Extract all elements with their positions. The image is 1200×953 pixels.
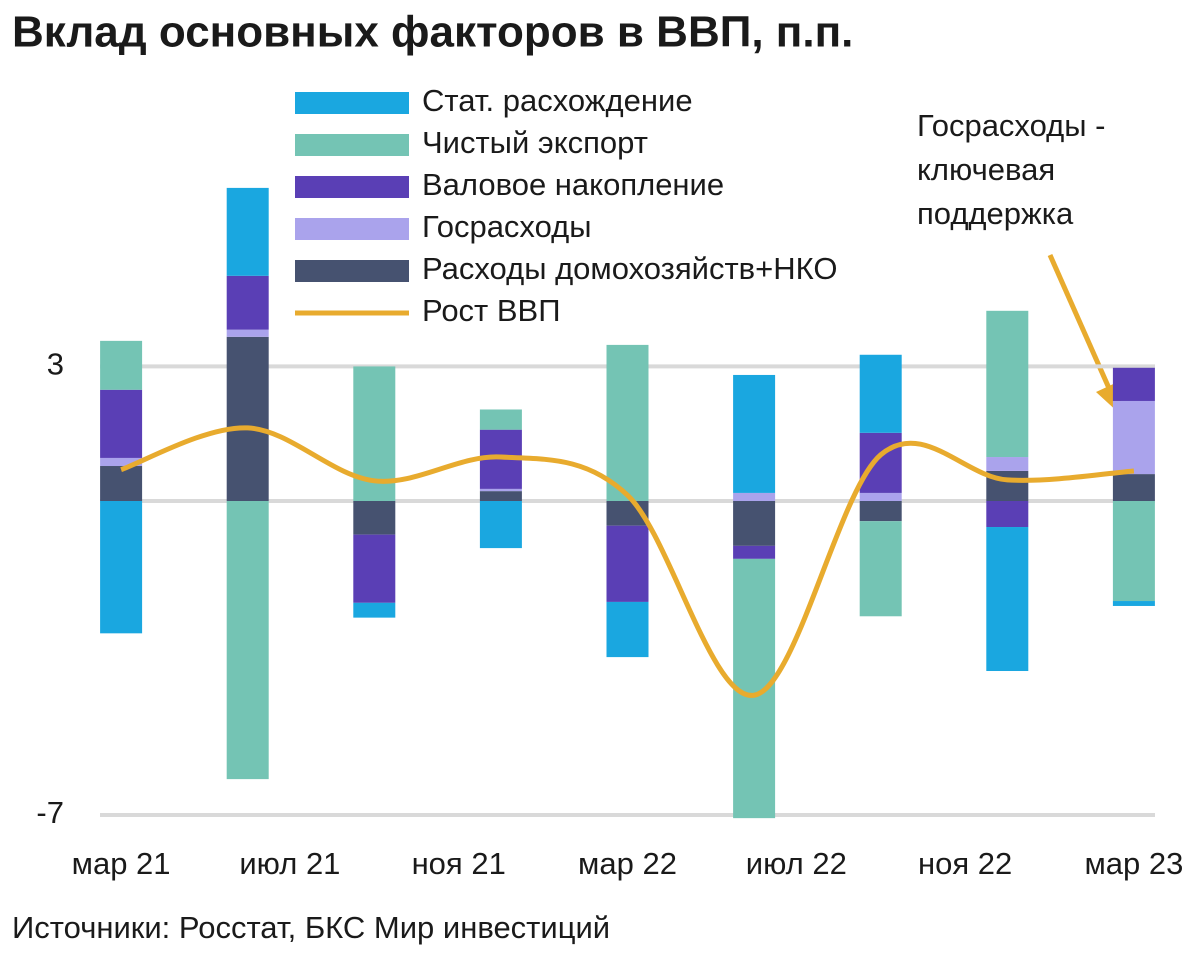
bar-segment [353, 501, 396, 535]
bar-segment [353, 534, 396, 603]
bar-segment [859, 501, 902, 522]
annotation: ключевая [917, 152, 1055, 187]
bar-segment [479, 488, 522, 492]
x-tick-label: ноя 21 [412, 846, 506, 881]
x-tick-label: ноя 22 [918, 846, 1012, 881]
legend-label: Валовое накопление [422, 167, 724, 202]
bar-segment [733, 374, 776, 493]
bar-segment [1112, 601, 1155, 606]
bar-segment [1112, 474, 1155, 501]
x-tick-label: июл 22 [746, 846, 847, 881]
bar-segment [226, 501, 269, 780]
bar-segment [226, 329, 269, 337]
bar-segment [1112, 400, 1155, 475]
bar-segment [353, 602, 396, 618]
bar-segment [859, 354, 902, 433]
bar-segment [859, 492, 902, 501]
bar-segment [859, 432, 902, 493]
bar-segment [986, 527, 1029, 672]
legend-label: Госрасходы [422, 209, 592, 244]
bar-segment [100, 466, 143, 501]
legend-swatch [295, 260, 409, 282]
bar-segment [986, 457, 1029, 471]
bar-segment [1112, 367, 1155, 401]
legend-swatch [295, 218, 409, 240]
x-tick-label: мар 21 [72, 846, 171, 881]
legend-swatch [295, 92, 409, 114]
bar-segment [733, 492, 776, 501]
bar-segment [226, 275, 269, 330]
legend-label: Стат. расхождение [422, 83, 693, 118]
x-tick-label: мар 22 [578, 846, 677, 881]
bar-segment [100, 457, 143, 467]
x-tick-label: июл 21 [239, 846, 340, 881]
annotation: поддержка [917, 196, 1074, 231]
legend-swatch [295, 134, 409, 156]
bar-segment [733, 501, 776, 546]
bar-segment [226, 187, 269, 276]
source: Источники: Росстат, БКС Мир инвестиций [12, 910, 610, 945]
bar-segment [100, 501, 143, 634]
annotation-arrow [1047, 253, 1122, 414]
x-tick-label: мар 23 [1084, 846, 1183, 881]
legend-swatch [295, 176, 409, 198]
line [120, 425, 1135, 698]
bar-segment [226, 336, 269, 501]
legend-label: Рост ВВП [422, 293, 561, 328]
bar-segment [479, 501, 522, 549]
bar-segment [479, 491, 522, 501]
bar-segment [100, 389, 143, 458]
bar-segment [986, 310, 1029, 458]
annotation: Госрасходы - [917, 108, 1105, 143]
legend-label: Расходы домохозяйств+НКО [422, 251, 837, 286]
bar-segment [859, 521, 902, 617]
bar-segment [1112, 501, 1155, 602]
bar-segment [986, 501, 1029, 528]
bar-segment [606, 344, 649, 501]
bar-segment [733, 545, 776, 559]
bar-segment [479, 409, 522, 430]
bar-segment [606, 601, 649, 658]
bar-segment [606, 525, 649, 602]
bar-segment [100, 340, 143, 390]
y-tick-label: -7 [36, 795, 64, 830]
chart-title: Вклад основных факторов в ВВП, п.п. [12, 8, 853, 57]
legend-label: Чистый экспорт [422, 125, 648, 160]
y-tick-label: 3 [47, 347, 64, 382]
